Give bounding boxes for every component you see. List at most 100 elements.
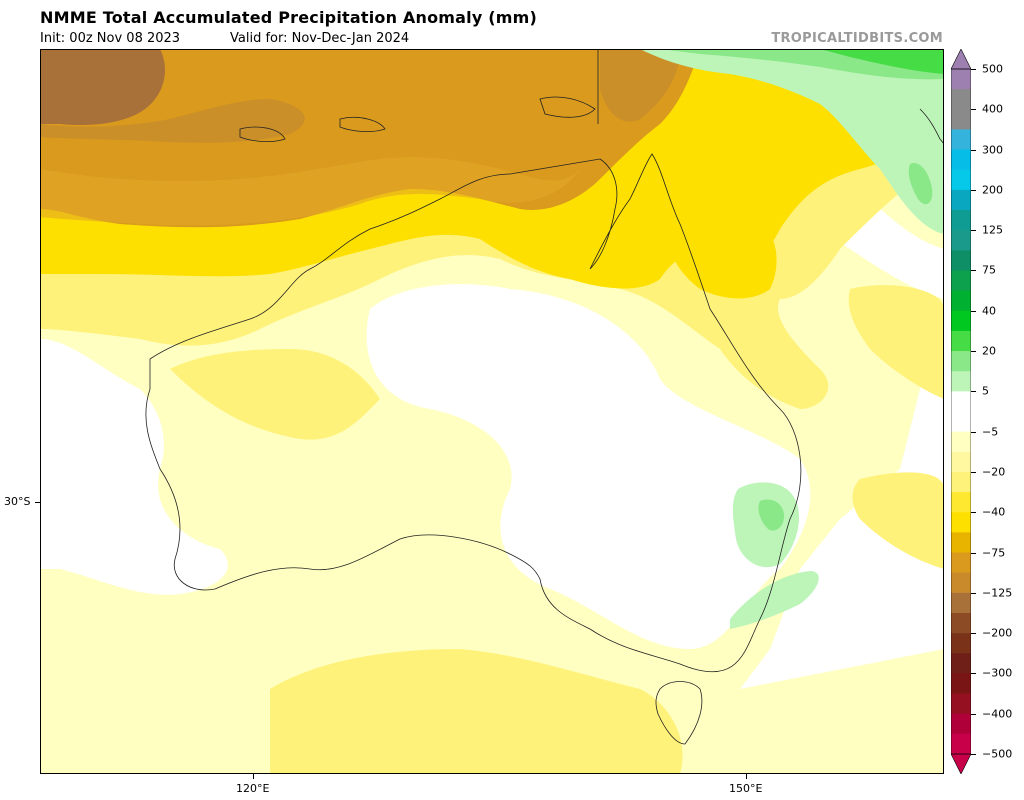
colorbar-bin: [951, 189, 971, 211]
colorbar-label: −20: [982, 465, 1006, 479]
colorbar-tick: [971, 69, 976, 70]
colorbar-bin: [951, 270, 971, 292]
colorbar-bin: [951, 592, 971, 614]
anomaly-region-dry: [40, 49, 165, 126]
colorbar-bin: [951, 149, 971, 171]
colorbar-tick: [971, 270, 976, 271]
colorbar-bin: [951, 310, 971, 332]
colorbar-bin: [951, 330, 971, 352]
colorbar-bin: [951, 653, 971, 674]
colorbar-bin: [951, 371, 971, 392]
colorbar-bin: [951, 230, 971, 251]
colorbar-bin: [951, 431, 971, 453]
y-tick-mark: [35, 502, 40, 503]
colorbar-bin: [951, 290, 971, 312]
anomaly-fields: [40, 49, 944, 774]
colorbar-label: 40: [982, 304, 996, 318]
colorbar-label: 5: [982, 384, 989, 398]
coastlines: [145, 49, 944, 745]
colorbar-label: −500: [982, 747, 1013, 761]
colorbar-label: 300: [982, 143, 1003, 157]
colorbar-bin: [951, 411, 971, 433]
x-tick-mark: [746, 774, 747, 779]
colorbar-bin: [951, 109, 971, 130]
colorbar-bin: [951, 633, 971, 654]
colorbar-label: −40: [982, 505, 1006, 519]
colorbar-tick: [971, 190, 976, 191]
colorbar-bin: [951, 250, 971, 271]
anomaly-region-wet: [640, 49, 944, 234]
colorbar-bin: [951, 512, 971, 533]
x-tick-mark: [253, 774, 254, 779]
colorbar-bin: [951, 673, 971, 695]
colorbar-tick: [971, 391, 976, 392]
colorbar-bin: [951, 129, 971, 151]
colorbar-bin: [951, 532, 971, 554]
colorbar-bin: [951, 451, 971, 473]
y-tick-label: 30°S: [4, 495, 31, 508]
anomaly-region-wet: [820, 49, 944, 74]
colorbar-bin: [951, 210, 971, 231]
colorbar-bin: [951, 733, 971, 755]
colorbar-tick: [971, 754, 976, 755]
colorbar-tick: [971, 593, 976, 594]
anomaly-region-yellow: [848, 285, 944, 399]
brand-watermark: TROPICALTIDBITS.COM: [771, 31, 943, 46]
chart-title: NMME Total Accumulated Precipitation Ano…: [40, 8, 538, 27]
colorbar-tick: [971, 109, 976, 110]
colorbar-bin: [951, 552, 971, 574]
init-time: Init: 00z Nov 08 2023: [40, 31, 181, 46]
colorbar-label: −5: [982, 425, 999, 439]
colorbar-tick: [971, 351, 976, 352]
colorbar-bin: [951, 612, 971, 634]
colorbar-bin: [951, 471, 971, 493]
colorbar-bin: [951, 169, 971, 191]
anomaly-region-wet: [758, 499, 785, 531]
colorbar-bin: [951, 572, 971, 594]
colorbar-label: 200: [982, 183, 1003, 197]
colorbar-label: −400: [982, 707, 1013, 721]
colorbar-bins: [951, 69, 971, 755]
colorbar-frame: [951, 68, 971, 755]
anomaly-region-wet: [730, 571, 819, 629]
colorbar-label: −200: [982, 626, 1013, 640]
colorbar-tick: [971, 512, 976, 513]
anomaly-region-orange: [40, 157, 580, 226]
anomaly-region-dry: [600, 49, 680, 122]
colorbar: [951, 49, 971, 774]
precipitation-anomaly-map: [40, 49, 944, 774]
colorbar-bin: [951, 69, 971, 90]
x-tick-label: 150°E: [729, 782, 763, 795]
colorbar-tick: [971, 230, 976, 231]
x-tick-label: 120°E: [236, 782, 270, 795]
colorbar-tick: [971, 633, 976, 634]
colorbar-tick: [971, 311, 976, 312]
anomaly-region-wet: [908, 163, 933, 205]
colorbar-label: 400: [982, 102, 1003, 116]
anomaly-region-neutral: [40, 339, 228, 595]
colorbar-label: −125: [982, 586, 1013, 600]
anomaly-region-neutral: [366, 284, 811, 649]
colorbar-bin: [951, 351, 971, 372]
subtitle: Init: 00z Nov 08 2023 Valid for: Nov-Dec…: [40, 31, 409, 46]
anomaly-region-yellow: [270, 649, 683, 774]
colorbar-bin: [951, 492, 971, 513]
colorbar-bottom-arrow: [951, 753, 971, 774]
colorbar-top-arrow: [951, 49, 971, 70]
colorbar-bin: [951, 693, 971, 715]
colorbar-label: −300: [982, 666, 1013, 680]
colorbar-label: 75: [982, 263, 996, 277]
colorbar-tick: [971, 432, 976, 433]
colorbar-tick: [971, 714, 976, 715]
anomaly-region-gold: [667, 202, 777, 299]
anomaly-region-yellow: [852, 472, 944, 569]
anomaly-region-dry: [40, 99, 305, 143]
colorbar-label: 20: [982, 344, 996, 358]
colorbar-bin: [951, 391, 971, 412]
anomaly-region-yellow: [170, 349, 380, 440]
colorbar-label: 125: [982, 223, 1003, 237]
colorbar-bin: [951, 89, 971, 110]
colorbar-tick: [971, 673, 976, 674]
valid-period: Valid for: Nov-Dec-Jan 2024: [230, 31, 410, 46]
colorbar-tick: [971, 150, 976, 151]
